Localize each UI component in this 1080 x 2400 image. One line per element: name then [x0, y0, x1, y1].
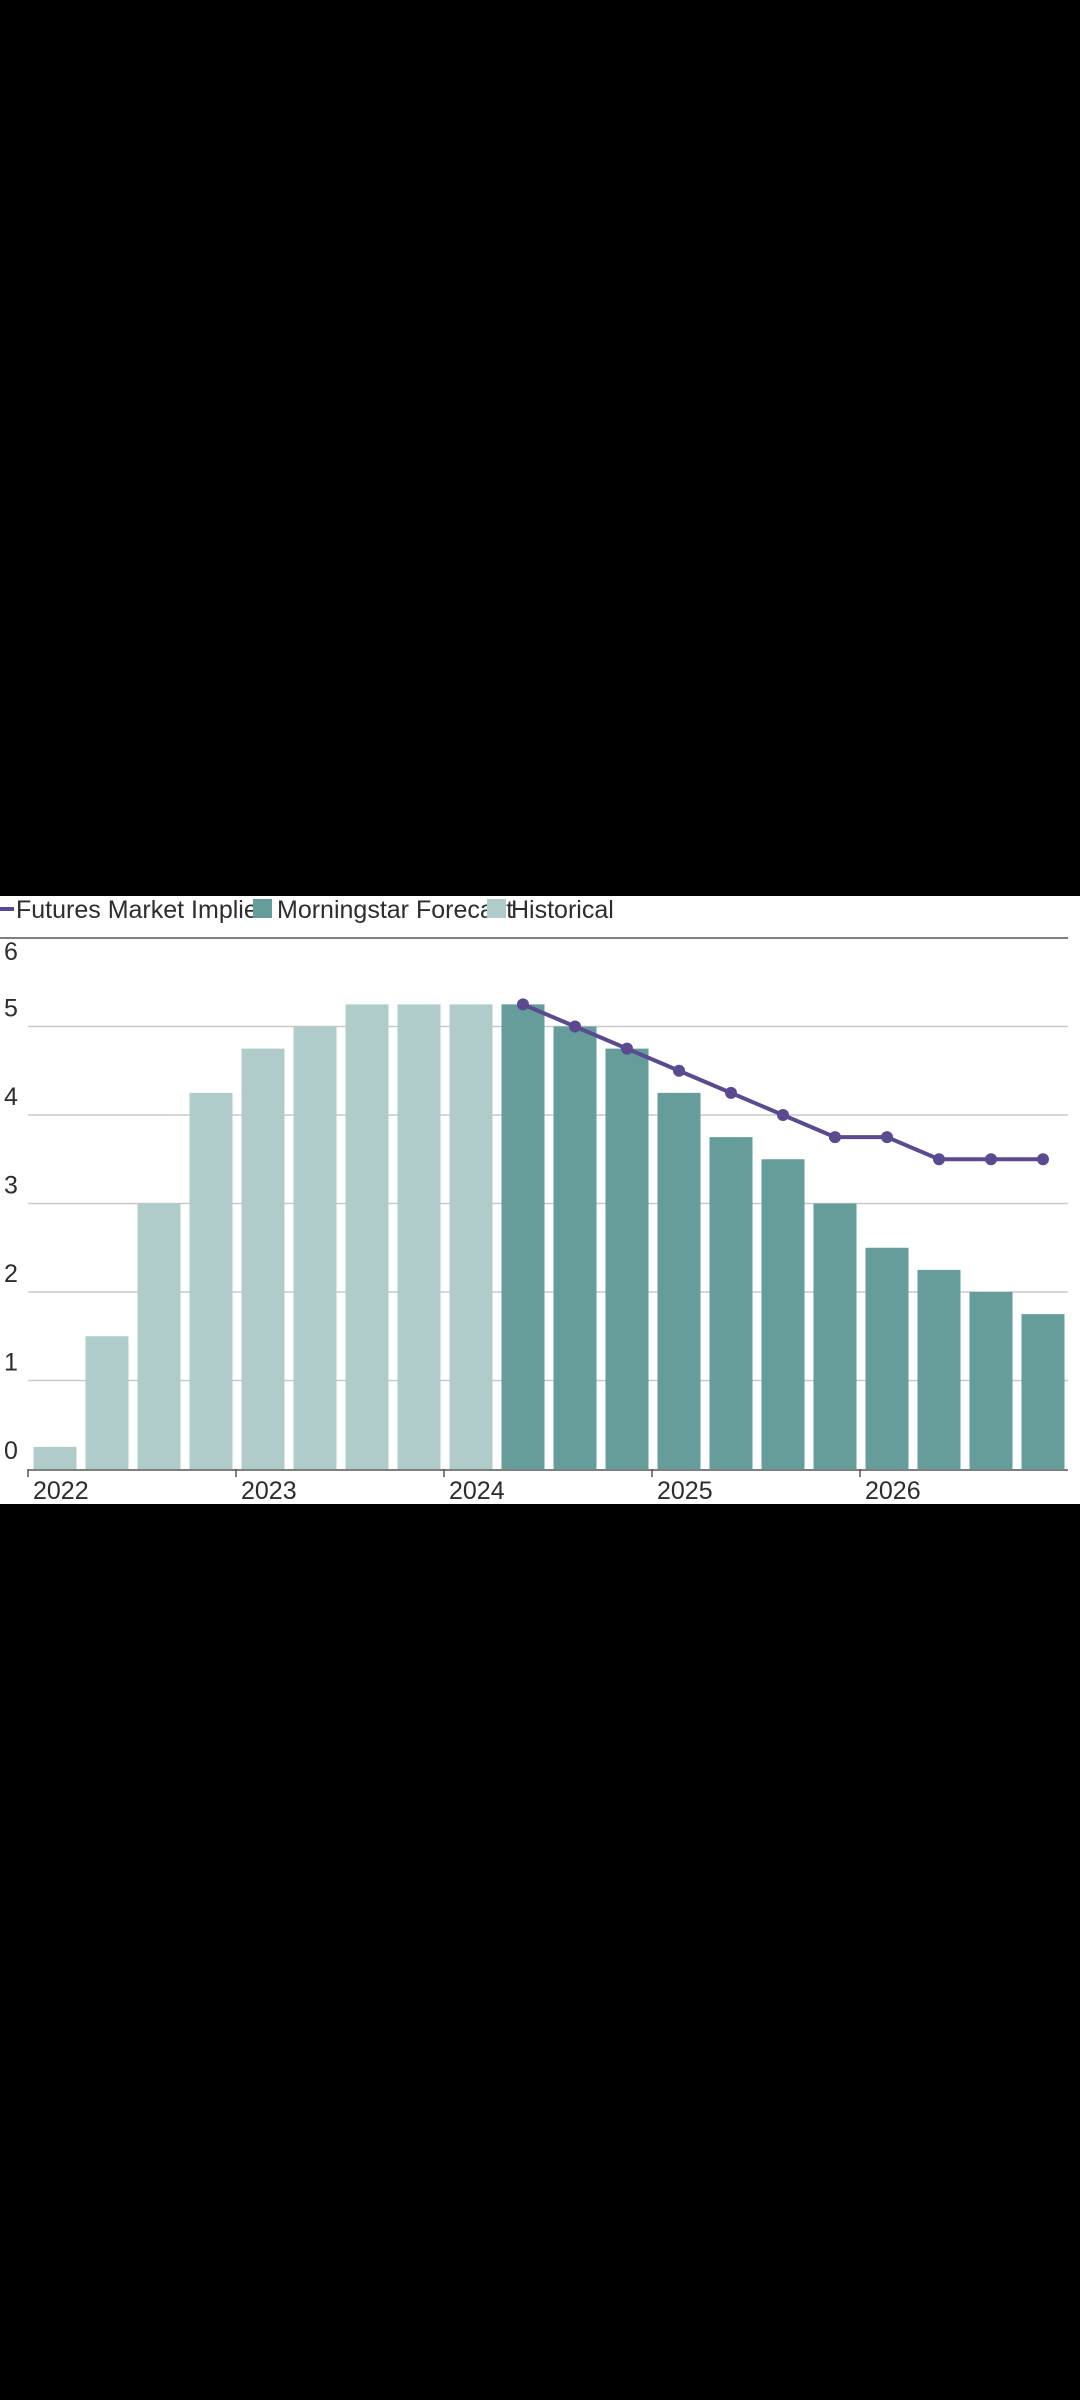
y-tick-label: 5: [4, 995, 18, 1023]
y-tick-label: 0: [4, 1437, 18, 1465]
legend-swatch-historical: [487, 899, 506, 918]
bars: [28, 1004, 1068, 1471]
line-point: [933, 1153, 945, 1166]
chart-legend: Futures Market Implied Morningstar Forec…: [0, 896, 614, 924]
bar-historical: [137, 1203, 181, 1469]
line-point: [673, 1064, 685, 1077]
line-futures-market-implied: [522, 1002, 1043, 1162]
bar-morningstar-forecast: [1021, 1314, 1065, 1469]
bar-morningstar-forecast: [709, 1137, 753, 1469]
bar-historical: [397, 1004, 441, 1469]
bar-historical: [33, 1446, 77, 1469]
x-tick-label: 2026: [865, 1477, 921, 1504]
bar-morningstar-forecast: [969, 1292, 1013, 1469]
x-tick-label: 2025: [657, 1477, 713, 1504]
chart-panel: Futures Market Implied Morningstar Forec…: [0, 896, 1080, 1504]
y-tick-label: 3: [4, 1172, 18, 1200]
bar-morningstar-forecast: [813, 1203, 857, 1469]
legend-label-forecast: Morningstar Forecast: [277, 896, 513, 924]
legend-swatch-forecast: [253, 899, 272, 918]
y-tick-label: 4: [4, 1083, 18, 1111]
bar-morningstar-forecast: [917, 1269, 961, 1469]
bar-morningstar-forecast: [605, 1048, 649, 1469]
bar-morningstar-forecast: [761, 1159, 805, 1469]
y-axis-ticks: 0 1 2 3 4 5 6: [4, 938, 18, 1465]
bar-historical: [293, 1026, 337, 1469]
bar-morningstar-forecast: [657, 1092, 701, 1469]
y-tick-label: 6: [4, 938, 18, 966]
x-tick-label: 2022: [33, 1477, 89, 1504]
bar-morningstar-forecast: [501, 1004, 545, 1469]
bar-historical: [189, 1092, 233, 1469]
bar-historical: [85, 1336, 129, 1469]
line-point: [569, 1020, 581, 1033]
line-point: [985, 1153, 997, 1166]
line-point: [777, 1109, 789, 1121]
line-point: [829, 1131, 841, 1144]
bar-morningstar-forecast: [865, 1247, 909, 1469]
line-point: [621, 1042, 633, 1055]
bar-historical: [345, 1004, 389, 1469]
y-tick-label: 2: [4, 1260, 18, 1288]
x-axis-ticks: 2022 2023 2024 2025 2026: [27, 1469, 921, 1504]
futures-line: [517, 998, 1049, 1166]
line-point: [725, 1086, 737, 1099]
legend-label-historical: Historical: [511, 896, 614, 924]
bar-historical: [241, 1048, 285, 1469]
bar-morningstar-forecast: [553, 1026, 597, 1469]
line-point: [517, 998, 529, 1011]
x-tick-label: 2023: [241, 1477, 297, 1504]
y-tick-label: 1: [4, 1349, 18, 1377]
bar-historical: [449, 1004, 493, 1469]
line-point: [881, 1131, 893, 1144]
legend-label-futures: Futures Market Implied: [16, 896, 272, 924]
line-point: [1037, 1153, 1049, 1166]
x-tick-label: 2024: [449, 1477, 505, 1504]
rate-chart: Futures Market Implied Morningstar Forec…: [0, 896, 1068, 1504]
